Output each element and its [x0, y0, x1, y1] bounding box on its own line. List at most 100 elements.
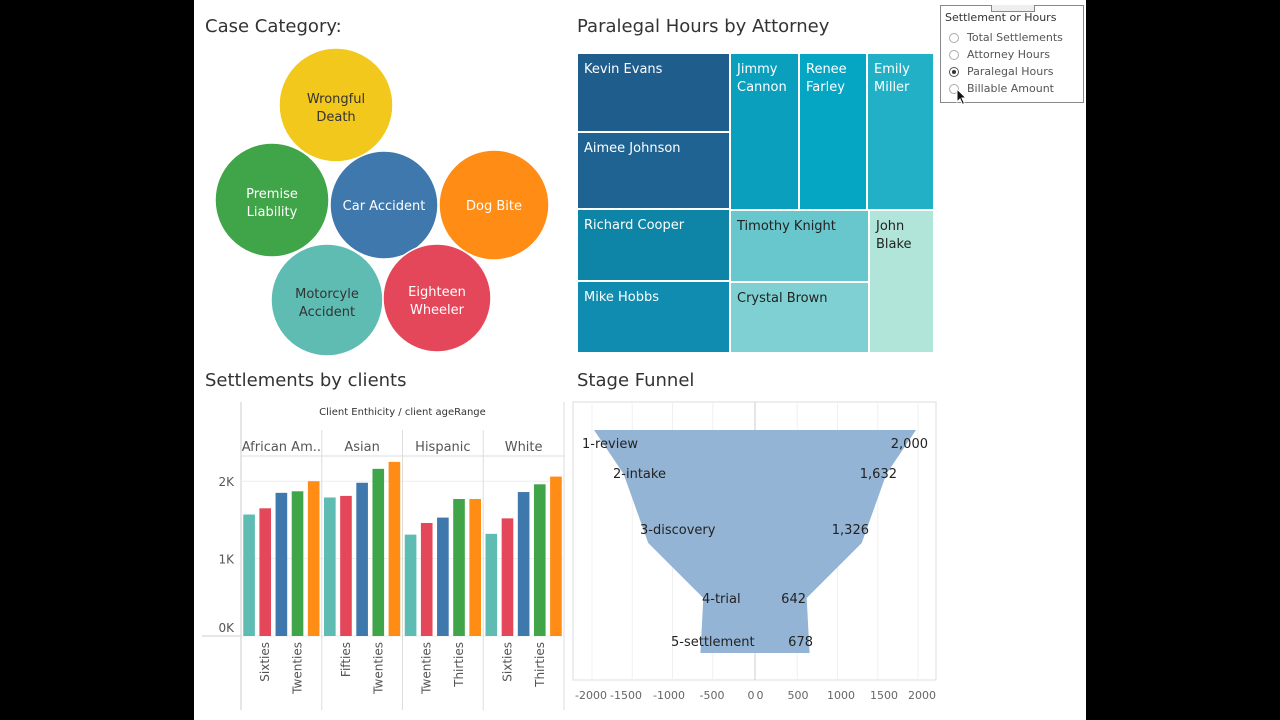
treemap-tile-emily-miller: Emily Miller: [867, 53, 934, 210]
treemap-tile-renee-farley: Renee Farley: [799, 53, 867, 210]
option-label: Billable Amount: [967, 82, 1054, 95]
bar: [291, 491, 304, 636]
treemap-tile-label: Richard Cooper: [584, 218, 685, 233]
treemap-tile-label: John Blake: [876, 219, 912, 252]
bar: [243, 514, 255, 636]
bubble-label: Premise Liability: [246, 187, 298, 220]
bar: [550, 476, 562, 636]
bar: [437, 517, 449, 636]
x-tick-label: -1000: [653, 689, 685, 702]
treemap-title: Paralegal Hours by Attorney: [577, 16, 830, 37]
x-tick-label: Twenties: [291, 642, 305, 695]
paralegal-hours-treemap: Kevin Evans Aimee Johnson Richard Cooper Mi…: [577, 53, 934, 353]
x-tick-label: -1500: [610, 689, 642, 702]
bar: [307, 481, 320, 636]
bar: [453, 499, 465, 636]
stage-label-4-trial: 4-trial: [702, 592, 741, 607]
case-category-bubble-chart: Wrongful Death Premise Liability Car Acciden…: [214, 47, 550, 357]
bar: [501, 518, 514, 636]
bar: [324, 497, 336, 636]
settlements-bar-chart: Client Enthicity / client ageRange 0K 1K 2K…: [202, 402, 565, 710]
radio-icon[interactable]: [949, 32, 959, 43]
mouse-pointer-icon: [956, 88, 968, 106]
treemap-tile-label: Renee Farley: [806, 62, 847, 95]
control-title: Settlement or Hours: [945, 11, 1057, 24]
treemap-tile-jimmy-cannon: Jimmy Cannon: [730, 53, 799, 210]
radio-selected-icon[interactable]: [949, 66, 959, 77]
bubble-label: Motorcyle Accident: [295, 287, 359, 320]
stage-label-5-settlement: 5-settlement: [671, 635, 755, 650]
treemap-tile-john-blake: John Blake: [869, 210, 934, 353]
bar: [259, 508, 272, 636]
stage-value: 678: [788, 635, 813, 650]
bar: [372, 468, 385, 636]
stage-label-2-intake: 2-intake: [613, 467, 666, 482]
bubble-label: Wrongful Death: [307, 92, 365, 125]
treemap-tile-label: Jimmy Cannon: [737, 62, 787, 95]
funnel-area: [594, 430, 916, 653]
radio-icon[interactable]: [949, 83, 959, 94]
group-label-hispanic: Hispanic: [415, 440, 470, 455]
x-tick-label: Twenties: [420, 642, 434, 695]
option-total-settlements[interactable]: Total Settlements: [949, 29, 1063, 46]
y-tick-label: 0K: [218, 621, 235, 635]
bubble-label: Eighteen Wheeler: [408, 285, 466, 318]
bar: [356, 482, 368, 636]
settlements-chart-title: Settlements by clients: [205, 370, 407, 391]
stage-value: 2,000: [891, 437, 928, 452]
bar: [420, 523, 433, 636]
x-tick-label: 500: [788, 689, 809, 702]
treemap-tile-label: Aimee Johnson: [584, 141, 681, 156]
bar: [388, 461, 401, 636]
treemap-tile-aimee-johnson: Aimee Johnson: [577, 132, 730, 209]
treemap-tile-label: Timothy Knight: [737, 219, 836, 234]
bar-chart-header: Client Enthicity / client ageRange: [319, 407, 486, 418]
bubble-wrongful-death: [278, 47, 394, 163]
option-billable-amount[interactable]: Billable Amount: [949, 80, 1054, 97]
group-label-asian: Asian: [344, 440, 379, 455]
dashboard: Case Category: Wrongful Death Premise Liabi…: [194, 0, 1086, 720]
y-tick-label: 2K: [218, 475, 235, 489]
x-tick-label: Fifties: [339, 642, 353, 677]
treemap-tile-timothy-knight: Timothy Knight: [730, 210, 869, 282]
bar: [533, 484, 546, 636]
stage-label-3-discovery: 3-discovery: [640, 523, 716, 538]
bar: [485, 533, 498, 636]
bubble-premise-liability: [214, 142, 330, 258]
treemap-tile-crystal-brown: Crystal Brown: [730, 282, 869, 353]
stage-funnel-chart: 1-review 2,000 2-intake 1,632 3-discovery 1,3…: [572, 401, 937, 702]
x-tick-label: -500: [700, 689, 725, 702]
bubble-eighteen-wheeler: [382, 243, 492, 353]
funnel-title: Stage Funnel: [577, 370, 695, 391]
bubble-car-accident: [329, 150, 439, 260]
x-tick-label: 1500: [870, 689, 898, 702]
bar: [340, 495, 352, 636]
x-tick-label: Thirties: [533, 642, 547, 688]
option-label: Paralegal Hours: [967, 65, 1054, 78]
x-tick-label: 1000: [827, 689, 855, 702]
radio-icon[interactable]: [949, 49, 959, 60]
treemap-tile-richard-cooper: Richard Cooper: [577, 209, 730, 281]
case-category-title: Case Category:: [205, 16, 342, 37]
option-label: Attorney Hours: [967, 48, 1050, 61]
option-paralegal-hours[interactable]: Paralegal Hours: [949, 63, 1053, 80]
treemap-tile-label: Crystal Brown: [737, 291, 828, 306]
x-tick-label: 0: [748, 689, 755, 702]
bubble-label: Dog Bite: [466, 199, 522, 214]
option-attorney-hours[interactable]: Attorney Hours: [949, 46, 1050, 63]
treemap-tile-kevin-evans: Kevin Evans: [577, 53, 730, 132]
x-tick-label: Sixties: [500, 642, 514, 682]
group-label-white: White: [505, 440, 543, 455]
bubble-label: Car Accident: [343, 199, 426, 214]
x-tick-label: 0: [757, 689, 764, 702]
bubble-dog-bite: [438, 149, 550, 261]
stage-value: 1,632: [860, 467, 897, 482]
x-tick-label: Sixties: [258, 642, 272, 682]
settlement-or-hours-control: Settlement or Hours Total Settlements At…: [940, 5, 1084, 103]
bar: [517, 492, 530, 636]
x-tick-label: Thirties: [452, 642, 466, 688]
stage-label-1-review: 1-review: [582, 437, 638, 452]
control-drag-handle[interactable]: [991, 5, 1035, 12]
stage-value: 1,326: [832, 523, 869, 538]
treemap-tile-label: Emily Miller: [874, 62, 910, 95]
